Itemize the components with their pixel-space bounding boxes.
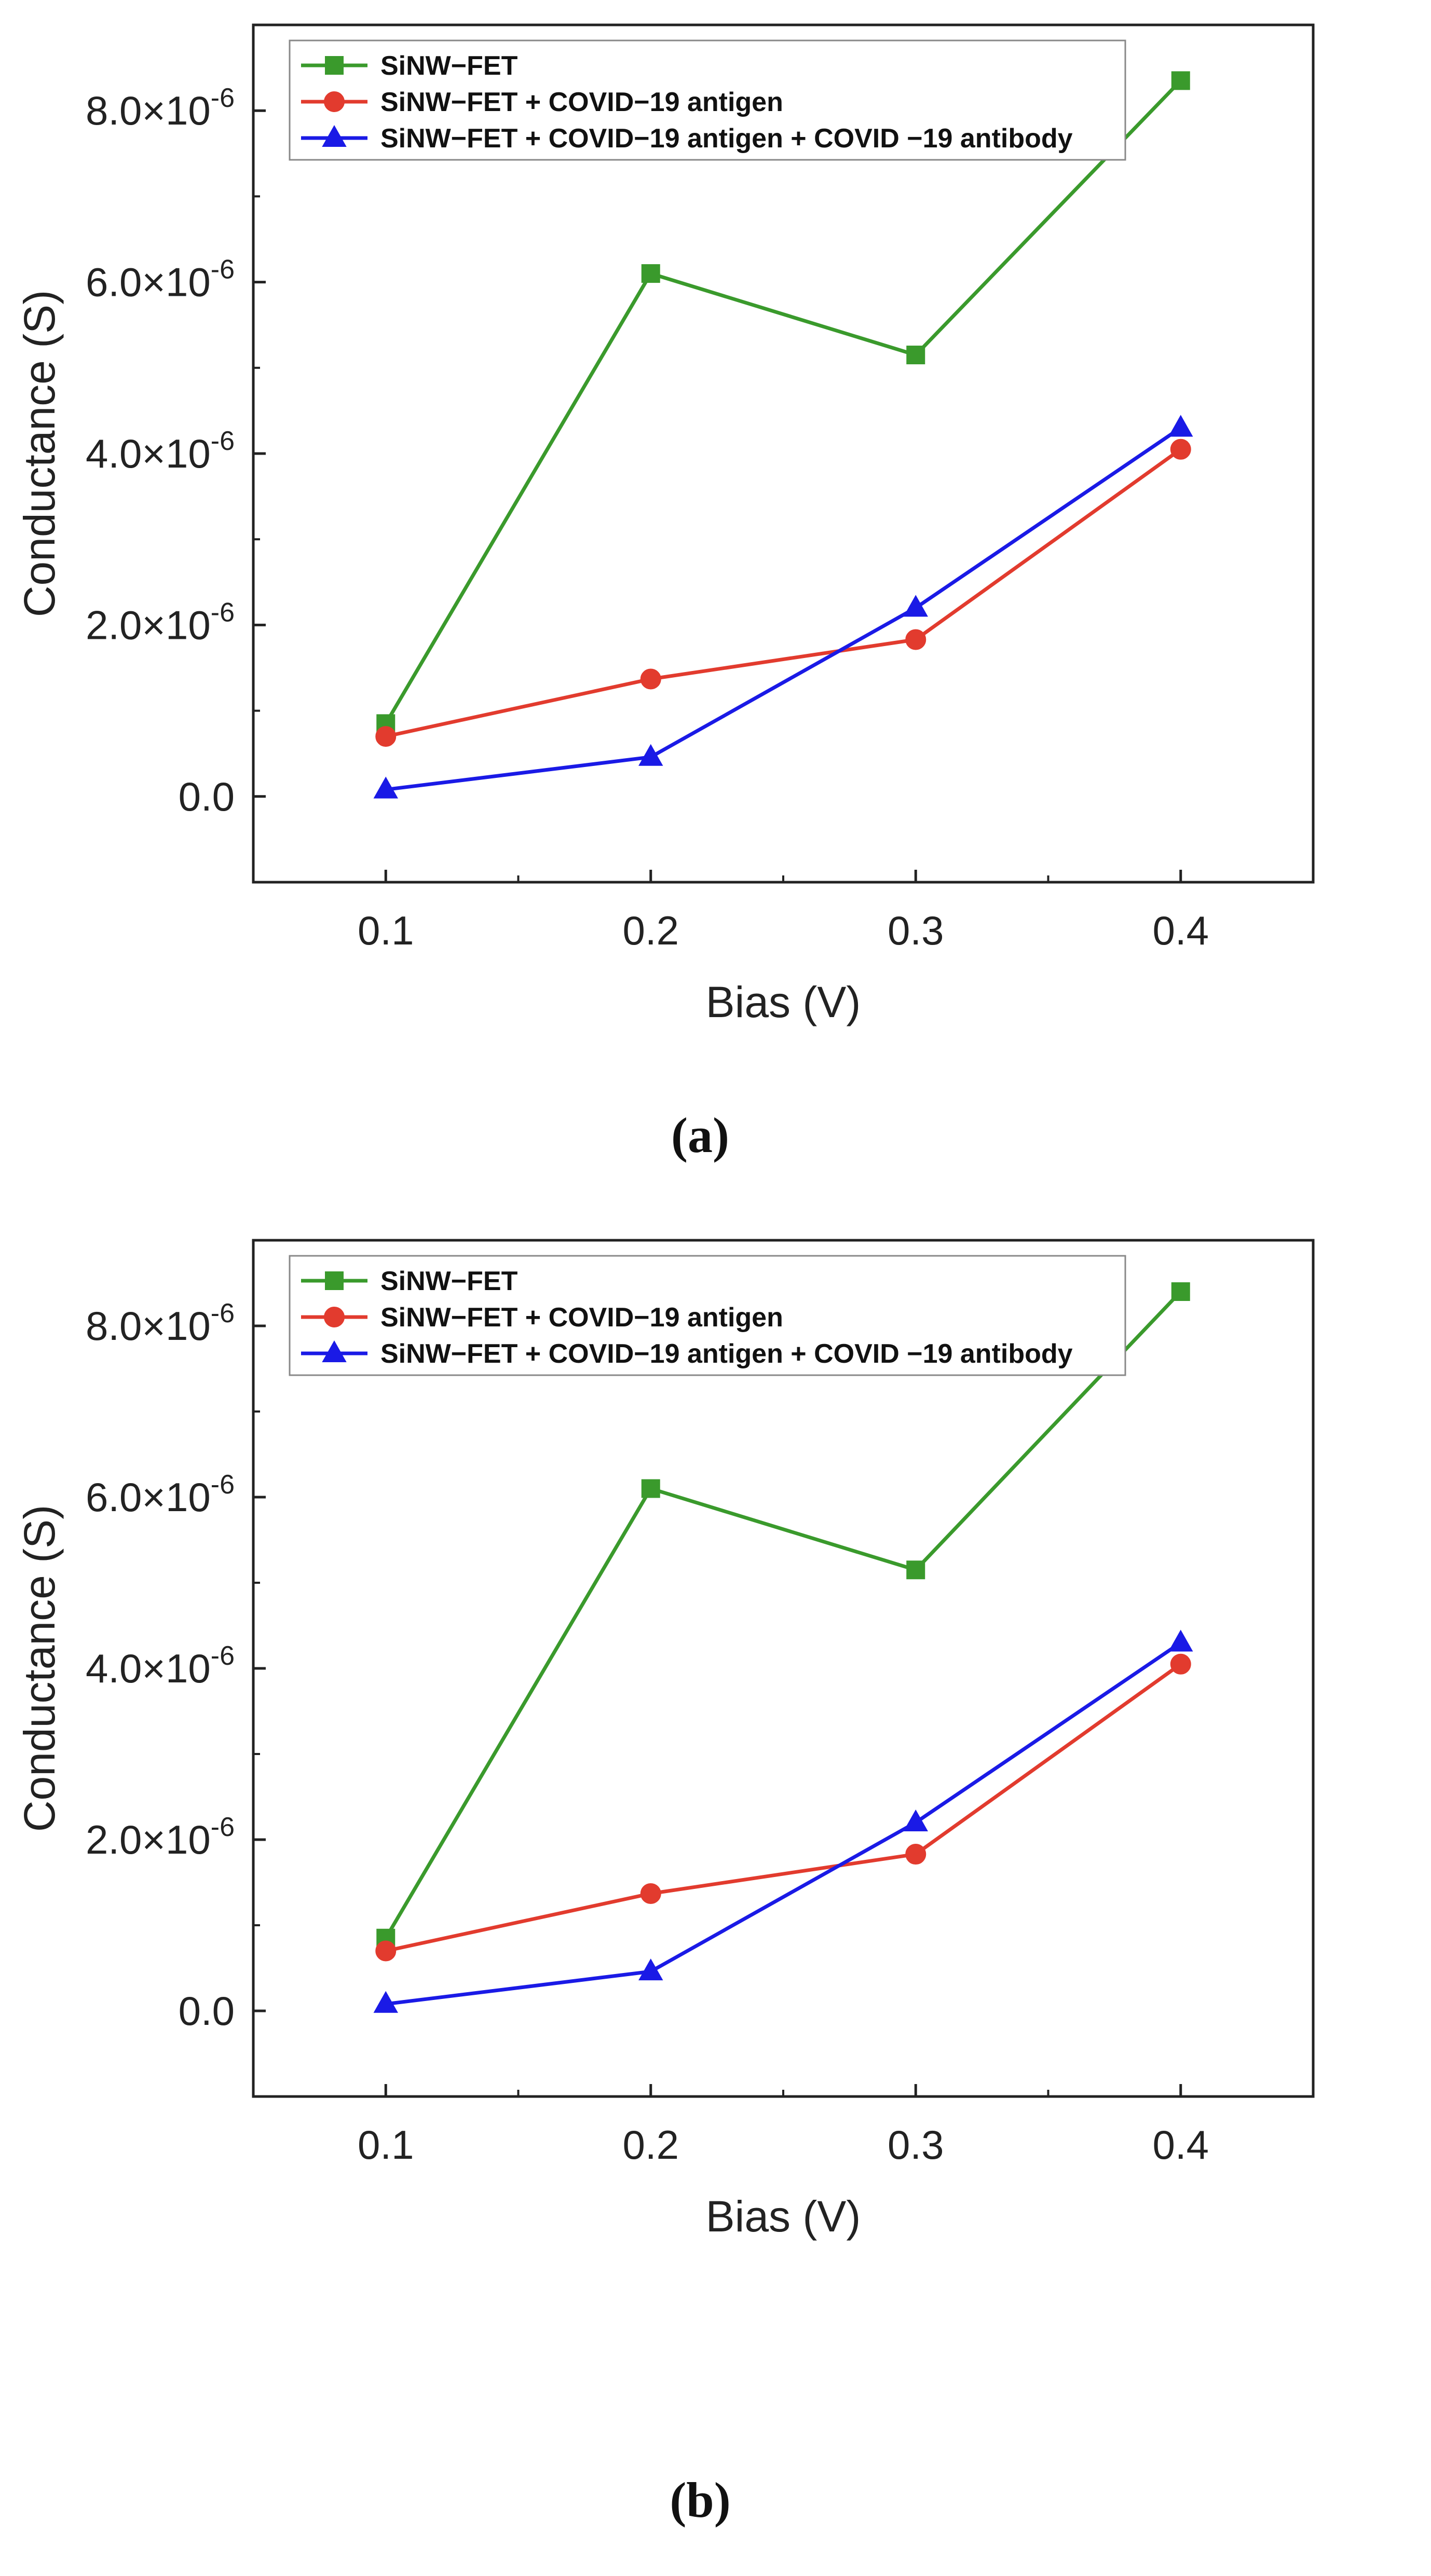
panel-a-series-0-line [384, 79, 1182, 725]
panel-b-series-1-point [640, 1883, 661, 1904]
panel-a-series-2-line [385, 426, 1182, 792]
panel-b-series-1-point [375, 1940, 397, 1962]
panel-a-x-tick-label: 0.4 [1153, 908, 1209, 953]
panel-b-series-2-point [903, 1809, 928, 1831]
panel-b-series-2-point [1168, 1629, 1193, 1652]
panel-a-y-tick-label: 4.0×10-6 [86, 426, 235, 476]
panel-b-y-axis-title: Conductance (S) [15, 1505, 64, 1832]
panel-a-series-0-point [906, 346, 925, 365]
panel-b-legend-marker [325, 1271, 344, 1290]
panel-b-caption: (b) [670, 2472, 730, 2528]
panel-a-y-tick-label: 0.0 [179, 774, 235, 819]
panel-a-series-0-point [641, 264, 660, 283]
panel-a-series-2-point [1168, 415, 1193, 437]
panel-a-series-2-point [373, 776, 398, 799]
panel-a-y-tick-label: 8.0×10-6 [86, 83, 235, 133]
panel-a-series-1-point [905, 629, 926, 650]
panel-a-legend-marker [324, 91, 345, 112]
panel-a-legend-marker [325, 56, 344, 75]
panel-b-series-2-line [385, 1641, 1182, 2006]
panel-b-y-tick-label: 0.0 [179, 1988, 235, 2034]
panel-a-x-tick-label: 0.2 [623, 908, 679, 953]
panel-a-y-tick-label: 2.0×10-6 [86, 597, 235, 648]
panel-b-series-0-point [641, 1479, 660, 1498]
panel-a-series-1-line [385, 447, 1182, 738]
panel-b-y-tick-label: 2.0×10-6 [86, 1812, 235, 1862]
panel-b-x-axis-title: Bias (V) [706, 2192, 861, 2241]
panel-a-series-1-point [1170, 439, 1191, 460]
panel-b-series-0-point [1171, 1282, 1190, 1301]
panel-a-legend-box [289, 39, 1126, 161]
panel-a-x-axis-title: Bias (V) [706, 978, 861, 1026]
panel-a-series-1-point [640, 668, 661, 690]
panel-a-legend-marker [322, 125, 347, 147]
panel-b-x-tick-label: 0.1 [358, 2122, 414, 2168]
panel-b-y-tick-label: 8.0×10-6 [86, 1298, 235, 1349]
panel-b-series-1-point [905, 1844, 926, 1865]
panel-b-legend-label: SiNW−FET [380, 1266, 518, 1296]
panel-b-legend-marker [324, 1307, 345, 1327]
panel-b-series-1-point [1170, 1653, 1191, 1675]
panel-b-series-0-point [906, 1560, 925, 1580]
panel-a-legend-label: SiNW−FET + COVID−19 antigen + COVID −19 … [380, 124, 1073, 154]
panel-a-chart: 0.0 2.0×10-6 4.0×10-6 6.0×10-6 8.0×10-6 0.1 0.… [15, 23, 1315, 1163]
panel-b-y-tick-label: 6.0×10-6 [86, 1470, 235, 1520]
panel-a-series-2-point [903, 595, 928, 617]
panel-a-y-axis-title: Conductance (S) [15, 290, 64, 617]
panel-a-y-tick-label: 6.0×10-6 [86, 255, 235, 305]
panel-a-x-tick-label: 0.3 [888, 908, 944, 953]
panel-b-x-tick-label: 0.4 [1153, 2122, 1209, 2168]
panel-b-legend-marker [322, 1340, 347, 1362]
panel-b-chart: 0.0 2.0×10-6 4.0×10-6 6.0×10-6 8.0×10-6 0.1 0.… [15, 1239, 1315, 2528]
panel-b-series-0-line [384, 1290, 1182, 1939]
panel-a-legend-label: SiNW−FET + COVID−19 antigen [380, 87, 783, 117]
panel-a-caption: (a) [671, 1107, 729, 1163]
panel-b-x-tick-label: 0.3 [888, 2122, 944, 2168]
panel-a-legend-label: SiNW−FET [380, 51, 518, 81]
panel-b-series-2-point [373, 1991, 398, 2013]
panel-a-series-1-point [375, 726, 397, 747]
panel-a-series-2-point [638, 744, 663, 766]
panel-b-series-1-line [385, 1662, 1182, 1953]
panel-b-legend-box [289, 1255, 1126, 1376]
panel-b-series-2-point [638, 1958, 663, 1981]
panel-a-series-0-point [1171, 71, 1190, 90]
panel-b-legend-label: SiNW−FET + COVID−19 antigen + COVID −19 … [380, 1339, 1073, 1369]
panel-a-x-tick-label: 0.1 [358, 908, 414, 953]
panel-b-x-tick-label: 0.2 [623, 2122, 679, 2168]
panel-b-y-tick-label: 4.0×10-6 [86, 1641, 235, 1691]
panel-b-legend-label: SiNW−FET + COVID−19 antigen [380, 1303, 783, 1333]
